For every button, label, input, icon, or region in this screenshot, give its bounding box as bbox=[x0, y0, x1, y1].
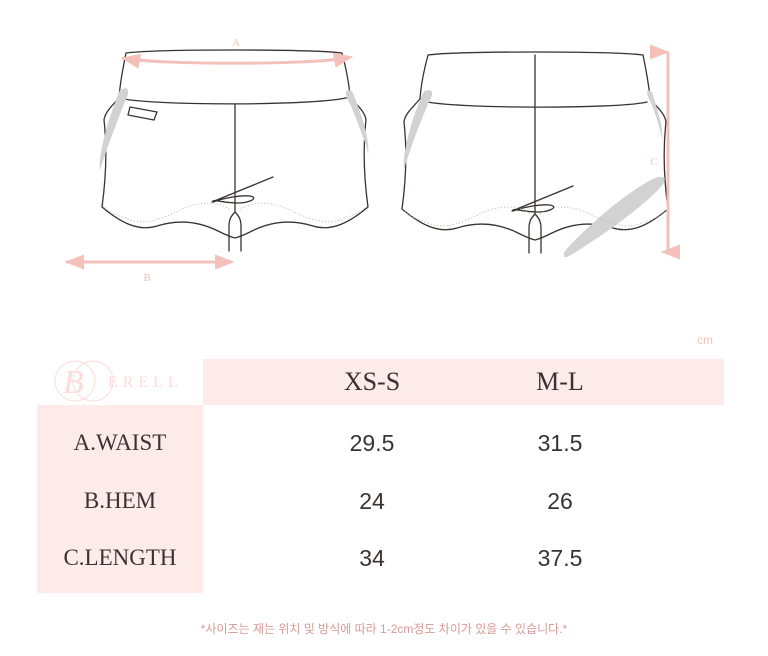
svg-text:B: B bbox=[63, 364, 84, 401]
svg-text:B: B bbox=[143, 272, 150, 284]
svg-text:A: A bbox=[232, 37, 240, 49]
svg-text:ERELL: ERELL bbox=[108, 374, 183, 391]
svg-text:C: C bbox=[650, 156, 657, 168]
